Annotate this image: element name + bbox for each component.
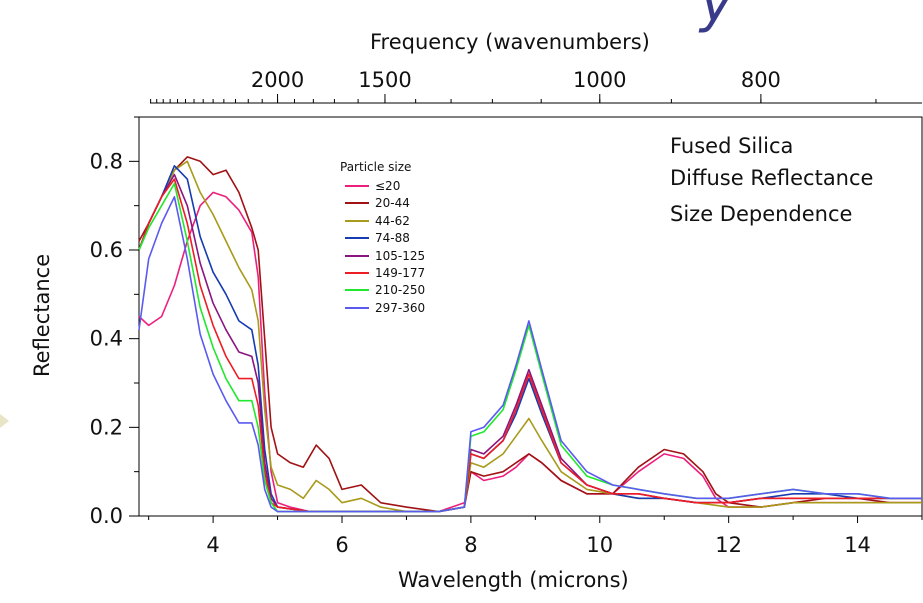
y-tick-label-0: 0.0 [90,504,123,528]
top-axis-label: Frequency (wavenumbers) [370,30,650,54]
series-line-5 [138,178,922,513]
x-axis-label: Wavelength (microns) [398,568,629,592]
annotation-method: Diffuse Reflectance [670,166,874,190]
legend-label: 105-125 [375,248,426,263]
top-tick-label-0: 2000 [251,68,304,92]
annotation-material: Fused Silica [670,134,794,158]
slide-title-fragment: y [700,0,734,35]
top-tick-label-2: 1000 [573,68,626,92]
legend-label: 210-250 [375,283,426,298]
legend-swatch [345,185,369,187]
x-tick-label-1: 6 [335,533,348,557]
top-tick-label-3: 800 [741,68,781,92]
arrow-marker [0,414,9,428]
x-tick-label-3: 10 [586,533,613,557]
legend-title: Particle size [340,160,412,174]
y-tick-label-4: 0.8 [90,149,123,173]
x-tick-label-0: 4 [206,533,219,557]
legend-label: 74-88 [375,231,410,246]
legend-swatch [345,237,369,240]
x-tick-label-5: 14 [844,533,871,557]
legend-swatch [345,219,369,222]
y-tick-label-3: 0.6 [90,238,123,262]
axis-layer: 4 6 8 10 12 14 0.0 0.2 0.4 0.6 0.8 2000 1500 1000 800 [90,68,923,557]
legend-label: 20-44 [375,196,410,211]
legend-swatch [345,272,369,274]
x-tick-label-2: 8 [464,533,477,557]
legend-swatch [345,289,369,292]
legend-label: 149-177 [375,266,426,280]
annotation-topic: Size Dependence [670,202,853,226]
y-axis-label: Reflectance [30,253,54,377]
series-layer [138,156,922,513]
legend-swatch [345,306,369,309]
y-tick-label-1: 0.2 [90,415,123,439]
legend-label: 44-62 [375,213,410,228]
series-line-6 [138,182,922,513]
legend-swatch [345,202,369,205]
y-tick-label-2: 0.4 [90,327,123,351]
legend-label: 297-360 [375,300,426,315]
x-tick-label-4: 12 [715,533,742,557]
top-tick-label-1: 1500 [358,68,411,92]
legend-swatch [345,254,369,257]
legend-label: ≤20 [375,179,401,193]
series-line-7 [138,196,922,513]
